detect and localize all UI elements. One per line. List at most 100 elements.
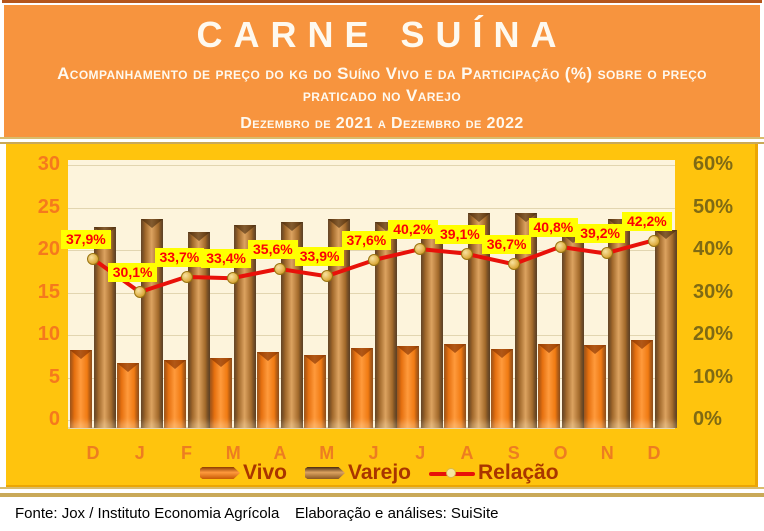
bar-vivo: [397, 346, 420, 428]
bar-top-notch: [514, 213, 537, 223]
legend-item-varejo: Varejo: [304, 461, 411, 485]
bar-top-notch: [210, 357, 233, 367]
gridline: [68, 207, 675, 209]
relacao-marker: [648, 234, 660, 247]
month-label: M: [319, 443, 335, 463]
relacao-marker: [554, 240, 567, 253]
bar-top-notch: [631, 340, 653, 350]
right-axis-tick: 40%: [693, 238, 734, 260]
bar-top-notch: [350, 347, 373, 357]
left-axis-tick: 15: [37, 280, 60, 303]
bar-top-notch: [234, 224, 257, 234]
relacao-data-label: 39,1%: [435, 224, 485, 244]
right-axis-tick: 10%: [693, 365, 734, 388]
bar-top-notch: [116, 363, 139, 373]
month-label: S: [507, 443, 520, 463]
right-axis-tick: 30%: [693, 280, 734, 303]
relacao-data-label: 33,4%: [201, 249, 251, 269]
bar-varejo: [608, 218, 631, 428]
relacao-data-label: 33,7%: [154, 247, 205, 267]
bar-top-notch: [140, 218, 163, 228]
top-rule: [2, 0, 762, 3]
bar-top-notch: [490, 348, 513, 358]
bar-vivo: [116, 363, 139, 428]
month-label: A: [273, 443, 287, 463]
relacao-marker: [227, 272, 240, 285]
relacao-marker: [180, 270, 193, 283]
bar-top-notch: [257, 352, 279, 361]
month-label: O: [553, 443, 568, 463]
bar-vivo: [490, 348, 513, 428]
relacao-marker: [133, 286, 146, 299]
gridline: [68, 292, 675, 294]
bar-varejo: [374, 221, 397, 428]
legend-item-vivo: Vivo: [200, 461, 287, 485]
relacao-marker: [320, 269, 333, 282]
relacao-data-label: 30,1%: [107, 263, 158, 283]
bar-vivo: [444, 343, 466, 428]
relacao-data-label: 42,2%: [622, 211, 672, 231]
bar-top-notch: [374, 221, 397, 231]
relacao-marker: [601, 247, 614, 260]
bar-top-notch: [537, 344, 560, 354]
left-axis-tick: 20: [37, 238, 60, 260]
month-label: A: [460, 443, 474, 463]
bar-vivo: [70, 350, 92, 428]
bar-varejo: [187, 232, 210, 428]
right-axis-tick: 60%: [693, 153, 734, 175]
month-label: J: [415, 443, 426, 463]
left-axis-tick: 30: [37, 153, 60, 175]
footer-separator: [0, 487, 764, 497]
relacao-marker: [414, 243, 427, 256]
chart-title: CARNE SUÍNA: [196, 14, 568, 55]
left-axis-tick: 10: [37, 323, 60, 345]
relacao-marker: [461, 247, 473, 260]
legend-label-relacao: Relação: [478, 461, 559, 484]
bar-vivo: [210, 357, 233, 428]
bar-top-notch: [655, 229, 677, 239]
bar-top-notch: [444, 343, 466, 353]
bar-top-notch: [281, 221, 303, 231]
relacao-data-label: 37,9%: [61, 229, 111, 249]
bar-vivo: [584, 345, 607, 428]
chart-header: CARNE SUÍNA Acompanhamento de preço do k…: [4, 5, 760, 137]
bar-vivo: [631, 340, 653, 428]
bar-top-notch: [70, 350, 92, 360]
relacao-data-label: 40,2%: [388, 220, 438, 240]
chart-subtitle: Acompanhamento de preço do kg do Suíno V…: [57, 64, 707, 106]
bar-top-notch: [187, 232, 210, 242]
right-axis-tick: 20%: [693, 323, 734, 345]
bar-vivo: [537, 344, 560, 428]
relacao-marker: [87, 252, 99, 265]
bar-vivo: [303, 355, 326, 428]
gridline: [68, 165, 675, 166]
bar-top-notch: [468, 213, 490, 223]
legend-label-vivo: Vivo: [243, 461, 287, 484]
bar-vivo: [350, 347, 373, 428]
bar-top-notch: [561, 233, 584, 243]
relacao-data-label: 39,2%: [575, 224, 625, 244]
relacao-line-swatch-icon: [429, 467, 476, 480]
bar-vivo: [163, 359, 186, 428]
bar-varejo: [514, 213, 537, 428]
relacao-marker: [507, 258, 520, 271]
chart-period: Dezembro de 2021 a Dezembro de 2022: [240, 114, 524, 132]
plot-area: 37,9% 30,1% 33,7% 33,4% 35,6% 33,9% 37,6% 40,2%…: [61, 160, 677, 429]
legend-item-relacao: Relação: [429, 461, 559, 485]
left-axis-tick: 25: [37, 195, 60, 218]
relacao-marker: [274, 262, 286, 275]
bar-top-notch: [163, 359, 186, 369]
relacao-data-label: 40,8%: [528, 217, 579, 237]
month-label: J: [134, 443, 145, 463]
varejo-bar-swatch-icon: [304, 467, 345, 479]
left-axis-tick: 0: [48, 408, 60, 430]
relacao-data-label: 35,6%: [248, 239, 298, 259]
elaboration-text: Elaboração e análises: SuiSite: [295, 505, 499, 522]
chart-panel: 37,9% 30,1% 33,7% 33,4% 35,6% 33,9% 37,6% 40,2%…: [6, 144, 758, 487]
bar-top-notch: [303, 355, 326, 365]
month-label: M: [225, 443, 241, 463]
month-label: D: [86, 443, 100, 463]
bar-varejo: [655, 229, 677, 428]
bar-top-notch: [584, 345, 607, 355]
